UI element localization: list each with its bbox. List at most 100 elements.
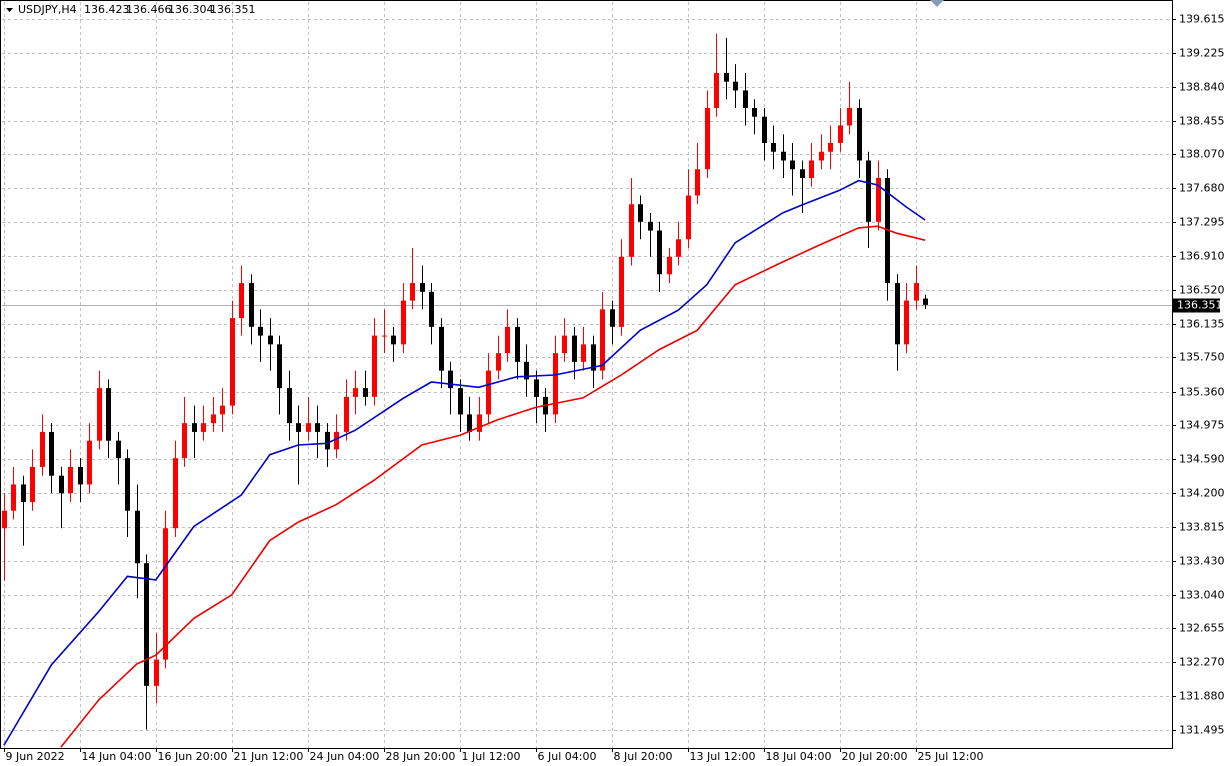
candle-body xyxy=(477,414,482,432)
candle-body xyxy=(857,107,862,161)
x-tick-label: 21 Jun 12:00 xyxy=(234,750,304,763)
candle-body xyxy=(2,510,7,529)
candle-body xyxy=(201,423,206,432)
moving-average-line xyxy=(3,179,926,746)
candle-body xyxy=(325,431,330,450)
x-tick-label: 8 Jul 20:00 xyxy=(614,750,673,763)
last-high: 136.466 xyxy=(126,3,172,16)
last-open: 136.423 xyxy=(84,3,130,16)
candle-body xyxy=(296,423,301,432)
y-tick-label: 133.815 xyxy=(1179,521,1225,534)
y-tick-label: 132.270 xyxy=(1179,656,1225,669)
candle-body xyxy=(496,353,501,371)
shift-marker xyxy=(930,0,944,7)
candle-body xyxy=(249,283,254,327)
x-tick-label: 18 Jul 04:00 xyxy=(766,750,832,763)
candle-body xyxy=(258,326,263,336)
candle-body xyxy=(581,344,586,362)
candle-body xyxy=(676,239,681,257)
y-tick-label: 136.910 xyxy=(1179,250,1225,263)
x-tick-label: 24 Jun 04:00 xyxy=(310,750,380,763)
current-price-label: 136.351 xyxy=(1177,299,1223,312)
candle-body xyxy=(781,151,786,161)
y-tick-label: 137.295 xyxy=(1179,216,1225,229)
candle-body xyxy=(534,379,539,397)
y-tick-label: 139.225 xyxy=(1179,47,1225,60)
candle-body xyxy=(866,160,871,222)
x-tick-label: 25 Jul 12:00 xyxy=(918,750,984,763)
x-tick-label: 9 Jun 2022 xyxy=(6,750,65,763)
y-tick-label: 131.495 xyxy=(1179,724,1225,737)
candle-body xyxy=(895,283,900,345)
candle-body xyxy=(771,142,776,152)
candle-body xyxy=(553,353,558,415)
candle-body xyxy=(372,335,377,397)
candle-body xyxy=(467,414,472,432)
y-tick-label: 135.750 xyxy=(1179,351,1225,364)
candle-body xyxy=(363,388,368,397)
candle-body xyxy=(59,475,64,494)
y-tick-label: 139.615 xyxy=(1179,13,1225,26)
y-tick-label: 133.040 xyxy=(1179,589,1225,602)
candle-body xyxy=(458,388,463,415)
candle-body xyxy=(410,283,415,301)
candle-body xyxy=(116,440,121,459)
candle-body xyxy=(762,116,767,143)
candle-body xyxy=(277,344,282,389)
candle-body xyxy=(78,466,83,485)
candle-body xyxy=(334,431,339,450)
x-tick-label: 16 Jun 20:00 xyxy=(158,750,228,763)
candle-body xyxy=(515,326,520,362)
candle-body xyxy=(686,195,691,240)
candle-body xyxy=(562,335,567,354)
candle-body xyxy=(638,204,643,222)
candle-body xyxy=(173,458,178,529)
candle-body xyxy=(610,309,615,327)
candle-body xyxy=(448,370,453,389)
candle-body xyxy=(382,335,387,337)
candle-body xyxy=(211,414,216,424)
y-tick-label: 137.680 xyxy=(1179,182,1225,195)
y-tick-label: 135.360 xyxy=(1179,386,1225,399)
candle-body xyxy=(486,370,491,415)
x-tick-label: 14 Jun 04:00 xyxy=(82,750,152,763)
candle-body xyxy=(838,125,843,143)
last-close: 136.351 xyxy=(210,3,256,16)
candle-body xyxy=(648,221,653,231)
candle-body xyxy=(220,405,225,415)
candle-body xyxy=(752,107,757,117)
candle-body xyxy=(40,431,45,467)
y-tick-label: 132.655 xyxy=(1179,622,1225,635)
candle-body xyxy=(876,177,881,222)
candle-body xyxy=(800,169,805,178)
candle-body xyxy=(914,283,919,301)
moving-average-line xyxy=(60,225,926,748)
candle-body xyxy=(743,90,748,108)
candle-body xyxy=(600,309,605,371)
candle-body xyxy=(790,160,795,170)
candle-body xyxy=(125,458,130,511)
candle-body xyxy=(182,423,187,459)
candle-body xyxy=(192,423,197,432)
candle-body xyxy=(572,335,577,362)
candle-body xyxy=(591,344,596,371)
y-tick-label: 131.880 xyxy=(1179,690,1225,703)
candle-body xyxy=(420,283,425,292)
candle-body xyxy=(49,431,54,476)
candle-body xyxy=(230,318,235,406)
candle-body xyxy=(287,388,292,424)
candle-body xyxy=(353,388,358,397)
x-tick-label: 20 Jul 20:00 xyxy=(842,750,908,763)
candle-body xyxy=(705,107,710,170)
candle-body xyxy=(306,423,311,432)
candle-body xyxy=(268,335,273,345)
y-tick-label: 138.070 xyxy=(1179,148,1225,161)
candle-body xyxy=(819,151,824,161)
candle-body xyxy=(154,659,159,686)
candle-body xyxy=(144,563,149,686)
x-tick-label: 1 Jul 12:00 xyxy=(462,750,521,763)
x-tick-label: 28 Jun 20:00 xyxy=(386,750,456,763)
chart-title: USDJPY,H4 xyxy=(18,3,77,16)
candle-body xyxy=(505,326,510,354)
